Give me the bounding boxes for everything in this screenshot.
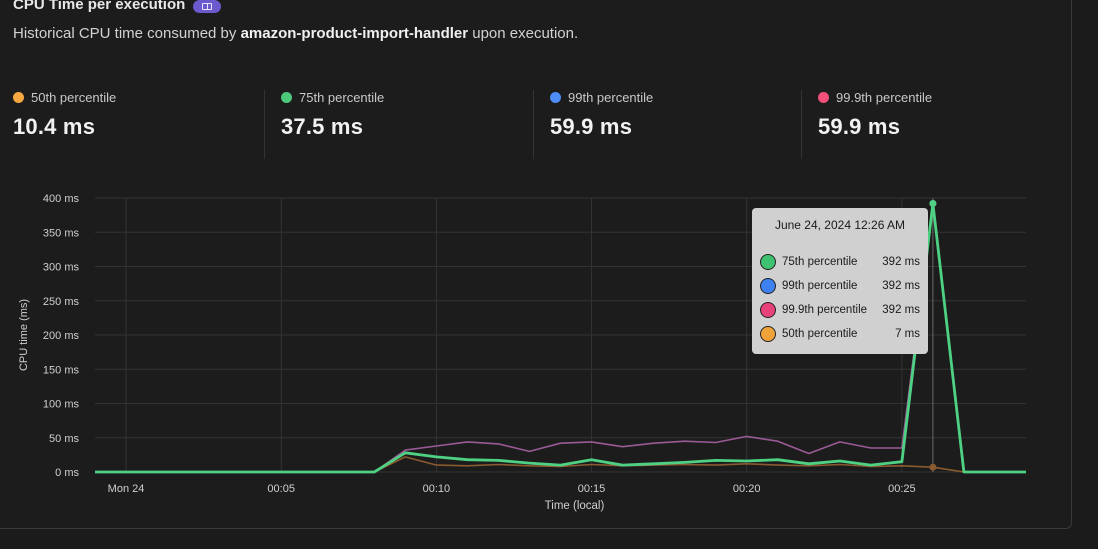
- hover-point: [929, 463, 937, 471]
- stat-label: 50th percentile: [31, 90, 117, 105]
- y-axis-label: CPU time (ms): [18, 299, 30, 371]
- y-tick-label: 400 ms: [43, 193, 80, 205]
- stat-label-row: 99th percentile: [550, 90, 653, 105]
- percentile-stats: 50th percentile 10.4 ms 75th percentile …: [0, 90, 1072, 160]
- docs-badge[interactable]: [193, 0, 222, 13]
- y-tick-label: 100 ms: [43, 399, 80, 411]
- stat-value: 59.9 ms: [550, 114, 633, 139]
- tooltip-series-value: 392 ms: [882, 256, 920, 268]
- tooltip-row-p999: 99.9th percentile 392 ms: [760, 301, 920, 319]
- x-tick-label: 00:15: [578, 483, 606, 495]
- stat-p99: 99th percentile 59.9 ms: [550, 90, 653, 160]
- card-header: CPU Time per execution: [13, 0, 222, 13]
- tooltip-dot: [760, 326, 776, 342]
- stat-label: 99.9th percentile: [836, 90, 933, 105]
- y-tick-label: 150 ms: [43, 364, 80, 376]
- stat-label-row: 75th percentile: [281, 90, 384, 105]
- stat-label: 99th percentile: [568, 90, 654, 105]
- tooltip-series-name: 99.9th percentile: [782, 304, 868, 316]
- tooltip-row-p75: 75th percentile 392 ms: [760, 253, 920, 271]
- card-title: CPU Time per execution: [13, 0, 186, 13]
- stat-value: 10.4 ms: [13, 114, 96, 139]
- stat-divider: [264, 90, 265, 159]
- chart-tooltip: June 24, 2024 12:26 AM 75th percentile 3…: [752, 208, 928, 354]
- tooltip-series-name: 75th percentile: [782, 256, 858, 268]
- stat-label: 75th percentile: [299, 90, 385, 105]
- x-tick-label: Mon 24: [108, 483, 145, 495]
- p50-legend-dot: [13, 92, 24, 103]
- function-name: amazon-product-import-handler: [240, 25, 469, 42]
- y-tick-label: 0 ms: [55, 467, 79, 479]
- y-tick-label: 250 ms: [43, 296, 80, 308]
- stat-label-row: 99.9th percentile: [818, 90, 932, 105]
- stat-p75: 75th percentile 37.5 ms: [281, 90, 384, 160]
- tooltip-series-name: 99th percentile: [782, 280, 858, 292]
- book-icon: [202, 2, 213, 10]
- tooltip-series-value: 392 ms: [882, 280, 920, 292]
- tooltip-row-p50: 50th percentile 7 ms: [760, 325, 920, 343]
- tooltip-series-value: 392 ms: [882, 304, 920, 316]
- series-line-75th-percentile: [95, 202, 1026, 474]
- stat-label-row: 50th percentile: [13, 90, 116, 105]
- y-tick-label: 200 ms: [43, 330, 80, 342]
- stat-divider: [533, 90, 534, 159]
- y-tick-label: 300 ms: [43, 262, 80, 274]
- p999-legend-dot: [818, 92, 829, 103]
- card-subtitle: Historical CPU time consumed by amazon-p…: [13, 25, 578, 42]
- hover-point: [929, 199, 937, 207]
- tooltip-row-p99: 99th percentile 392 ms: [760, 277, 920, 295]
- p75-legend-dot: [281, 92, 292, 103]
- tooltip-date: June 24, 2024 12:26 AM: [774, 218, 906, 232]
- stat-value: 59.9 ms: [818, 114, 901, 139]
- stat-divider: [801, 90, 802, 159]
- subtitle-prefix: Historical CPU time consumed by: [13, 25, 241, 42]
- tooltip-dot: [760, 254, 776, 270]
- tooltip-series-name: 50th percentile: [782, 328, 858, 340]
- tooltip-dot: [760, 278, 776, 294]
- stat-value: 37.5 ms: [281, 114, 364, 139]
- x-tick-label: 00:10: [423, 483, 451, 495]
- tooltip-dot: [760, 302, 776, 318]
- subtitle-suffix: upon execution.: [468, 25, 579, 42]
- stat-p999: 99.9th percentile 59.9 ms: [818, 90, 932, 160]
- y-tick-label: 50 ms: [49, 433, 79, 445]
- x-tick-label: 00:20: [733, 483, 761, 495]
- p99-legend-dot: [550, 92, 561, 103]
- x-tick-label: 00:25: [888, 483, 916, 495]
- tooltip-series-value: 7 ms: [895, 328, 920, 340]
- y-tick-label: 350 ms: [43, 227, 80, 239]
- x-axis-label: Time (local): [545, 500, 605, 512]
- stat-p50: 50th percentile 10.4 ms: [13, 90, 116, 160]
- x-tick-label: 00:05: [267, 483, 295, 495]
